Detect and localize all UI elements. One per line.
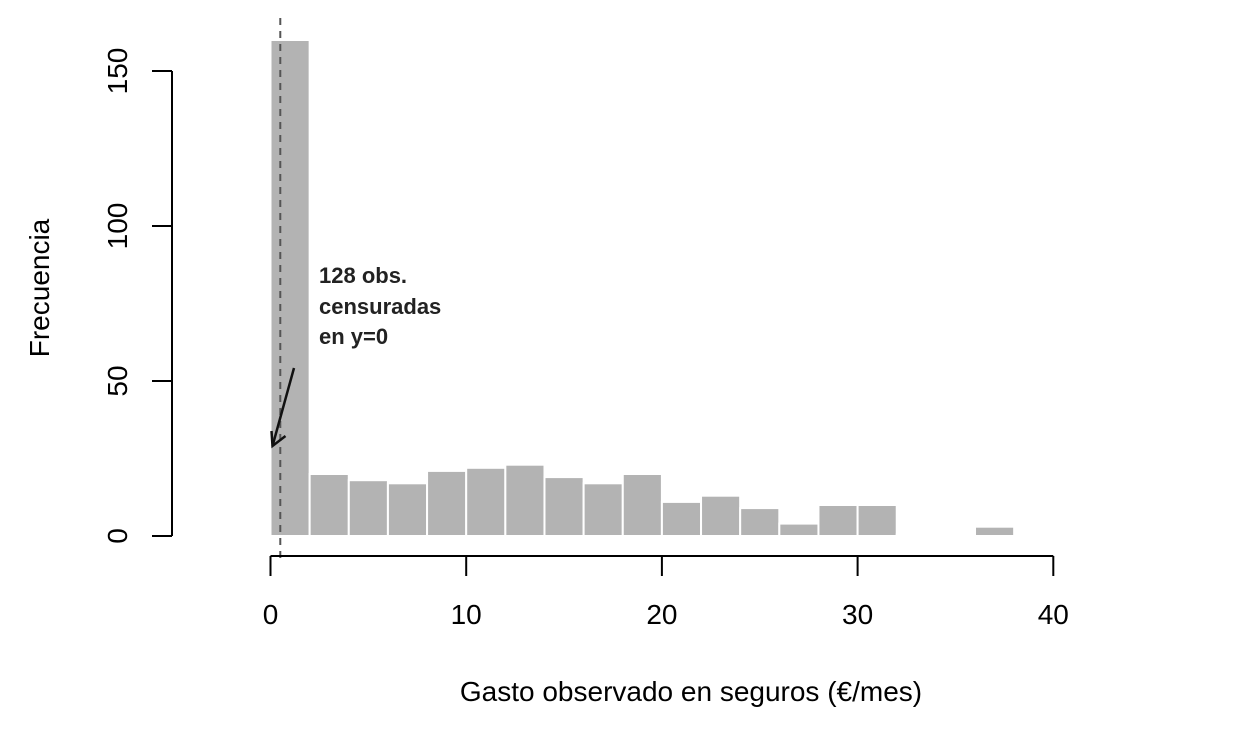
histogram-bar-18: [974, 525, 1016, 538]
histogram-bar-14: [817, 504, 859, 537]
histogram-bar-4: [426, 469, 468, 537]
y-axis-title: Frecuencia: [24, 218, 55, 357]
histogram-bar-17: [934, 533, 977, 538]
x-tick-label-40: 40: [1038, 599, 1069, 630]
histogram-bar-11: [700, 494, 742, 538]
histogram-bar-10: [660, 500, 703, 537]
histogram-bar-3: [386, 482, 429, 537]
x-tick-label-0: 0: [263, 599, 279, 630]
annotation-arrow: [270, 367, 296, 449]
arrow-head: [270, 430, 287, 449]
x-tick-label-20: 20: [646, 599, 677, 630]
x-tick-label-10: 10: [451, 599, 482, 630]
histogram-bar-16: [895, 533, 937, 538]
y-tick-label-0: 0: [102, 528, 133, 544]
histogram-bar-13: [778, 522, 820, 537]
y-tick-label-100: 100: [102, 203, 133, 250]
y-tick-label-50: 50: [102, 365, 133, 396]
censoring-annotation: 128 obs. censuradas en y=0: [270, 263, 441, 449]
y-tick-label-150: 150: [102, 48, 133, 95]
histogram-bar-1: [308, 473, 350, 537]
histogram-bars: [269, 39, 1172, 538]
arrow-shaft: [271, 367, 296, 447]
histogram-bar-2: [347, 479, 389, 538]
histogram-bar-8: [582, 482, 624, 537]
y-axis: 0 50 100 150: [102, 48, 173, 544]
histogram-bar-5: [465, 466, 507, 537]
histogram-bar-12: [739, 507, 781, 538]
histogram-bar-22: [1130, 533, 1172, 538]
annotation-line-3: en y=0: [319, 324, 388, 349]
annotation-line-2: censuradas: [319, 294, 441, 319]
x-tick-label-30: 30: [842, 599, 873, 630]
annotation-line-1: 128 obs.: [319, 263, 407, 288]
histogram-bar-7: [543, 476, 585, 538]
histogram-bar-6: [504, 463, 546, 538]
x-axis-title: Gasto observado en seguros (€/mes): [460, 676, 922, 707]
histogram-bar-0: [269, 39, 311, 537]
x-axis: 0 10 20 30 40: [263, 555, 1069, 630]
histogram-bar-15: [856, 504, 898, 537]
histogram-bar-9: [621, 473, 663, 537]
